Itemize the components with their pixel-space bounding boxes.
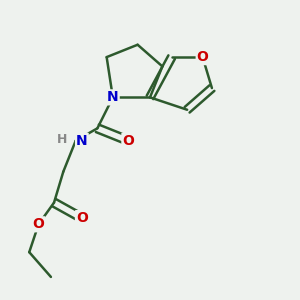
Text: O: O (122, 134, 134, 148)
Text: O: O (197, 50, 208, 64)
Text: H: H (57, 133, 67, 146)
Text: O: O (76, 211, 88, 225)
Text: O: O (33, 217, 44, 231)
Text: N: N (76, 134, 88, 148)
Text: N: N (107, 90, 119, 104)
